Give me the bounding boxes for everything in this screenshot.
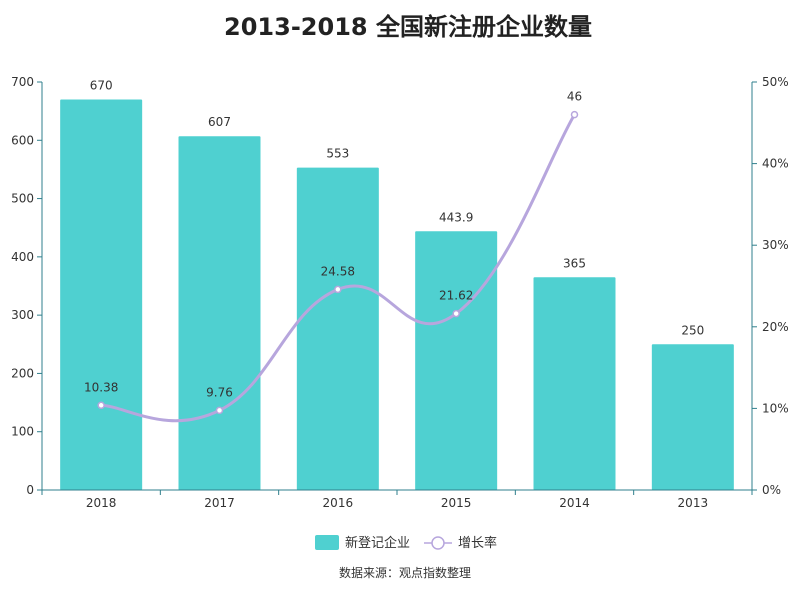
left-y-axis-tick-label: 600 (11, 133, 34, 147)
bar-value-label: 670 (90, 78, 113, 92)
bar-2018 (60, 99, 143, 490)
x-axis-tick-label: 2017 (204, 496, 235, 510)
right-y-axis-tick-label: 30% (762, 238, 789, 252)
x-axis-group: 2018 2017 2016 2015 2014 2013 (41, 489, 753, 510)
line-group: 10.38 9.76 24.58 21.62 46 (84, 90, 582, 423)
bar-2014 (533, 277, 616, 490)
x-axis-tick-label: 2014 (559, 496, 590, 510)
legend-line-label: 增长率 (458, 535, 497, 551)
growth-rate-point (570, 110, 579, 119)
bar-2013 (651, 344, 734, 490)
legend-line-marker (431, 536, 445, 550)
right-y-axis-tick-label: 20% (762, 320, 789, 334)
growth-rate-label: 10.38 (84, 380, 118, 394)
bar-value-label: 443.9 (439, 210, 473, 224)
x-axis-tick-label: 2016 (323, 496, 354, 510)
chart-title: 2013-2018 全国新注册企业数量 (224, 13, 592, 41)
growth-rate-line (99, 113, 576, 423)
right-y-axis-tick-label: 40% (762, 157, 789, 171)
growth-rate-label: 46 (567, 90, 582, 104)
left-y-axis-tick-label: 700 (11, 75, 34, 89)
legend-bar-swatch (315, 535, 339, 550)
right-axis-group: 0% 10% 20% 30% 40% 50% (751, 75, 789, 497)
left-y-axis-tick-label: 0 (26, 483, 34, 497)
growth-rate-label: 21.62 (439, 289, 473, 303)
legend: 新登记企业 增长率 (315, 535, 497, 551)
bar-2015 (415, 231, 498, 490)
source-note: 数据来源：观点指数整理 (339, 565, 471, 580)
bar-2017 (178, 136, 261, 490)
left-y-axis-tick-label: 100 (11, 425, 34, 439)
growth-rate-point (97, 401, 105, 410)
bar-value-label: 553 (326, 147, 349, 161)
bar-value-label: 607 (208, 115, 231, 129)
bar-value-label: 365 (563, 256, 586, 270)
bar-value-label: 250 (681, 323, 704, 337)
growth-rate-label: 24.58 (321, 264, 355, 278)
left-axis-group: 0 100 200 300 400 500 600 700 (11, 75, 43, 497)
right-y-axis-tick-label: 10% (762, 401, 789, 415)
growth-rate-label: 9.76 (206, 385, 233, 399)
x-axis-tick-label: 2018 (86, 496, 117, 510)
left-y-axis-tick-label: 300 (11, 308, 34, 322)
left-y-axis-tick-label: 400 (11, 250, 34, 264)
right-y-axis-tick-label: 50% (762, 75, 789, 89)
legend-bar-label: 新登记企业 (345, 535, 410, 551)
x-axis-tick-label: 2015 (441, 496, 472, 510)
left-y-axis-tick-label: 500 (11, 192, 34, 206)
growth-rate-point (334, 285, 342, 294)
bar-2016 (296, 167, 379, 490)
growth-rate-point (452, 309, 460, 318)
x-axis-tick-label: 2013 (678, 496, 709, 510)
growth-rate-point (215, 406, 224, 415)
bars-group: 670 607 553 443.9 365 250 (60, 78, 734, 490)
right-y-axis-tick-label: 0% (762, 483, 781, 497)
left-y-axis-tick-label: 200 (11, 366, 34, 380)
